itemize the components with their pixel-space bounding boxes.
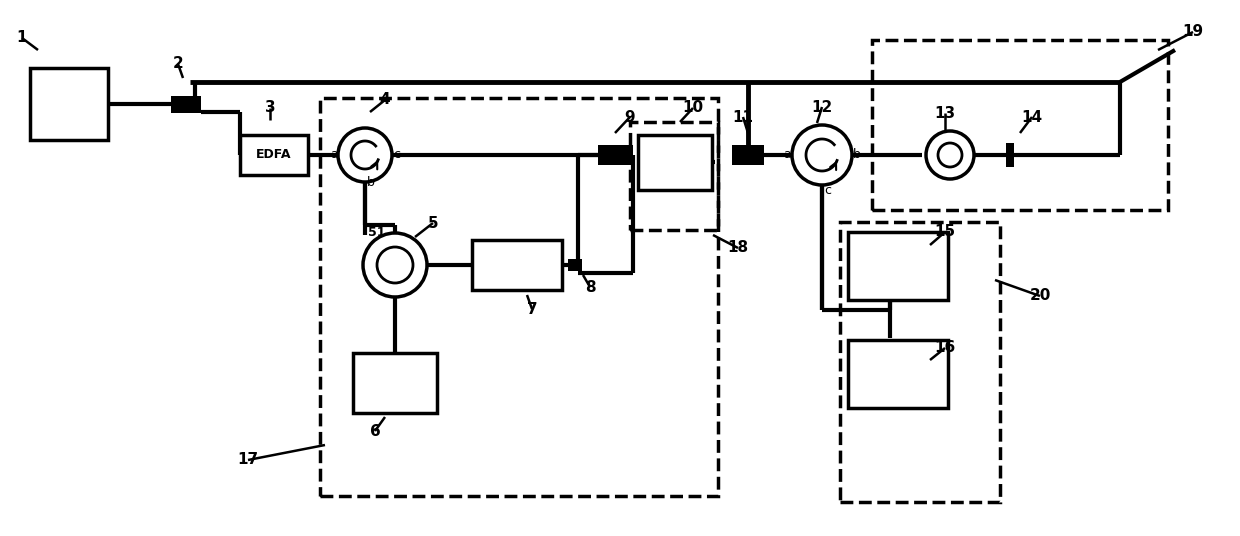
Text: EDFA: EDFA — [257, 148, 291, 161]
Circle shape — [339, 128, 392, 182]
Bar — [598, 145, 632, 165]
Text: 20: 20 — [1029, 288, 1050, 303]
Text: b: b — [853, 148, 861, 161]
Bar — [732, 145, 764, 165]
Text: 16: 16 — [935, 340, 956, 355]
Text: 1: 1 — [17, 31, 27, 46]
Text: b: b — [367, 176, 374, 190]
Text: c: c — [825, 183, 832, 197]
Bar — [639, 135, 712, 190]
Bar — [1006, 143, 1014, 167]
Bar — [630, 122, 718, 230]
Text: 51: 51 — [368, 227, 386, 240]
Bar — [472, 240, 562, 290]
Bar — [568, 259, 582, 271]
Text: a: a — [784, 148, 791, 161]
Text: 2: 2 — [172, 56, 184, 71]
Text: 15: 15 — [935, 225, 956, 240]
Text: 14: 14 — [1022, 109, 1043, 124]
Circle shape — [792, 125, 852, 185]
Text: 18: 18 — [728, 241, 749, 256]
Bar — [839, 222, 999, 502]
Text: 9: 9 — [625, 109, 635, 124]
Text: 10: 10 — [682, 101, 703, 115]
Text: 11: 11 — [733, 109, 754, 124]
Text: 13: 13 — [935, 106, 956, 121]
Text: c: c — [393, 148, 401, 161]
Text: 12: 12 — [811, 100, 832, 115]
Bar — [30, 68, 108, 140]
Text: 19: 19 — [1183, 25, 1204, 40]
Bar — [241, 135, 308, 175]
Circle shape — [363, 233, 427, 297]
Text: 17: 17 — [237, 452, 259, 467]
Text: 7: 7 — [527, 301, 537, 316]
Text: 5: 5 — [428, 215, 438, 230]
Circle shape — [926, 131, 973, 179]
Text: 3: 3 — [264, 101, 275, 115]
Bar — [872, 40, 1168, 210]
Bar — [848, 232, 949, 300]
Text: 8: 8 — [585, 279, 595, 294]
Bar — [353, 353, 436, 413]
Bar — [320, 98, 718, 496]
Text: 6: 6 — [370, 423, 381, 438]
Text: a: a — [330, 148, 337, 161]
Text: 4: 4 — [379, 93, 391, 108]
Bar — [848, 340, 949, 408]
Circle shape — [937, 143, 962, 167]
Bar — [171, 96, 201, 113]
Circle shape — [377, 247, 413, 283]
